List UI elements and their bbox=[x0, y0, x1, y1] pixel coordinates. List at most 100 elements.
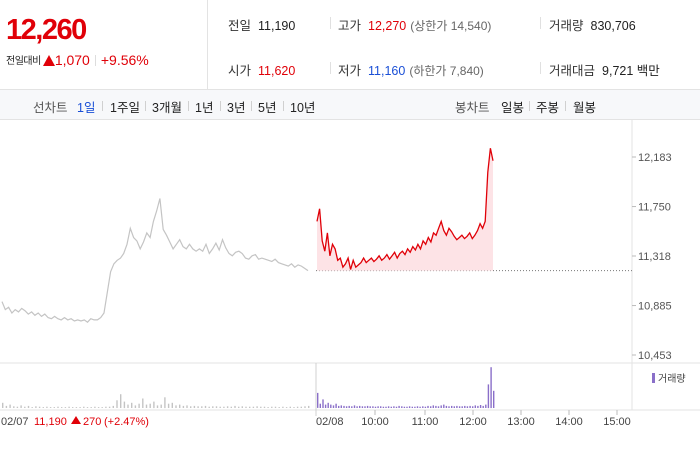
volume-bar-today bbox=[366, 405, 369, 408]
volume-bar-today bbox=[351, 406, 353, 408]
stat-value: 830,706 bbox=[590, 19, 636, 33]
x-tick-label: 13:00 bbox=[507, 416, 535, 428]
volume-bar-prev bbox=[263, 406, 266, 408]
stat-value: 9,721 백만 bbox=[602, 64, 660, 78]
volume-bar-today bbox=[490, 367, 492, 409]
volume-bar-prev bbox=[94, 406, 96, 408]
divider bbox=[102, 101, 103, 111]
x-tick-label: 11:00 bbox=[412, 416, 439, 428]
volume-bar-today bbox=[348, 405, 350, 408]
volume-bar-prev bbox=[72, 407, 74, 408]
today-series bbox=[316, 148, 632, 272]
volume-bar-prev bbox=[164, 397, 166, 409]
volume-bar-today bbox=[469, 405, 471, 408]
volume-bar-today bbox=[458, 406, 461, 408]
divider bbox=[188, 101, 189, 111]
volume-bar-today bbox=[324, 404, 327, 408]
candle-weekly-button[interactable]: 주봉 bbox=[536, 101, 560, 115]
prev-day-change-pct: (+2.47%) bbox=[104, 416, 149, 428]
volume-bar-prev bbox=[153, 401, 155, 409]
period-10y-button[interactable]: 10년 bbox=[290, 101, 316, 115]
volume-bar-today bbox=[345, 406, 348, 408]
volume-bar-prev bbox=[46, 406, 48, 408]
y-axis: 12,183 11,750 11,318 10,885 10,453 bbox=[632, 152, 672, 362]
volume-bar-today bbox=[322, 399, 324, 408]
volume-bar-prev bbox=[274, 406, 277, 408]
volume-bar-today bbox=[390, 406, 392, 408]
volume-bars bbox=[2, 367, 495, 409]
stat-prev-close: 전일 11,190 bbox=[228, 15, 295, 34]
volume-bar-prev bbox=[271, 406, 273, 408]
volume-bar-today bbox=[353, 405, 356, 408]
volume-bar-prev bbox=[241, 406, 243, 408]
period-1y-button[interactable]: 1년 bbox=[195, 101, 214, 115]
volume-bar-prev bbox=[138, 403, 140, 408]
volume-bar-prev bbox=[24, 406, 26, 408]
volume-bar-prev bbox=[20, 405, 22, 408]
volume-bar-today bbox=[395, 406, 398, 408]
period-3m-button[interactable]: 3개월 bbox=[152, 101, 182, 115]
volume-bar-prev bbox=[31, 407, 33, 408]
volume-bar-prev bbox=[145, 404, 148, 408]
volume-bar-prev bbox=[234, 405, 236, 408]
stat-sub: (상한가 14,540) bbox=[410, 19, 492, 33]
volume-bar-today bbox=[424, 406, 427, 408]
volume-bar-today bbox=[335, 403, 337, 408]
volume-bar-prev bbox=[226, 406, 229, 408]
volume-bar-prev bbox=[201, 406, 203, 408]
candle-monthly-button[interactable]: 월봉 bbox=[573, 101, 597, 115]
volume-bar-prev bbox=[293, 407, 295, 408]
volume-bar-prev bbox=[112, 405, 114, 408]
volume-bar-today bbox=[485, 404, 487, 408]
volume-bar-prev bbox=[289, 406, 291, 408]
volume-bar-today bbox=[385, 406, 387, 408]
volume-bar-prev bbox=[252, 406, 255, 408]
x-tick-label: 14:00 bbox=[555, 416, 583, 428]
volume-bar-today bbox=[356, 406, 358, 408]
x-tick-label: 12:00 bbox=[459, 416, 487, 428]
price-block: 12,260 전일대비 1,070 +9.56% bbox=[0, 0, 208, 90]
volume-bar-prev bbox=[296, 406, 299, 408]
volume-bar-prev bbox=[57, 406, 59, 408]
volume-bar-prev bbox=[156, 405, 159, 408]
period-1w-button[interactable]: 1주일 bbox=[110, 101, 140, 115]
volume-bar-today bbox=[466, 406, 469, 408]
up-triangle-icon bbox=[71, 416, 81, 424]
stat-label: 거래량 bbox=[549, 19, 584, 33]
volume-bar-today bbox=[464, 405, 466, 408]
volume-bar-prev bbox=[190, 406, 192, 408]
volume-bar-today bbox=[406, 406, 408, 408]
stock-summary-header: 12,260 전일대비 1,070 +9.56% 전일 11,190 고가 12,270… bbox=[0, 0, 700, 90]
prev-day-date: 02/07 bbox=[1, 416, 29, 428]
y-tick-label: 11,318 bbox=[638, 251, 671, 263]
volume-bar-today bbox=[472, 406, 474, 408]
period-1d-button[interactable]: 1일 bbox=[77, 101, 96, 115]
volume-bar-today bbox=[445, 405, 448, 408]
y-tick-label: 10,453 bbox=[638, 350, 672, 362]
volume-bar-today bbox=[432, 405, 434, 408]
volume-bar-today bbox=[414, 406, 416, 408]
volume-bar-prev bbox=[182, 405, 185, 408]
volume-bar-prev bbox=[9, 404, 11, 408]
volume-bar-prev bbox=[160, 404, 162, 408]
volume-bar-today bbox=[456, 405, 458, 408]
volume-bar-today bbox=[340, 405, 342, 408]
stat-sub: (하한가 7,840) bbox=[409, 64, 484, 78]
volume-bar-prev bbox=[38, 406, 41, 408]
volume-bar-today bbox=[369, 406, 371, 408]
period-3y-button[interactable]: 3년 bbox=[227, 101, 246, 115]
candle-daily-button[interactable]: 일봉 bbox=[501, 101, 525, 115]
volume-bar-prev bbox=[300, 406, 302, 408]
period-5y-button[interactable]: 5년 bbox=[258, 101, 277, 115]
volume-bar-today bbox=[382, 406, 385, 408]
volume-bar-today bbox=[372, 406, 374, 408]
volume-bar-prev bbox=[2, 402, 4, 408]
volume-bar-prev bbox=[120, 394, 122, 408]
prev-day-line bbox=[1, 198, 309, 323]
volume-bar-today bbox=[479, 405, 482, 408]
volume-bar-today bbox=[451, 405, 453, 408]
change-label: 전일대비 bbox=[6, 56, 41, 67]
volume-bar-today bbox=[343, 405, 345, 408]
volume-bar-prev bbox=[175, 405, 177, 408]
stat-low: 저가 11,160 (하한가 7,840) bbox=[338, 60, 484, 79]
